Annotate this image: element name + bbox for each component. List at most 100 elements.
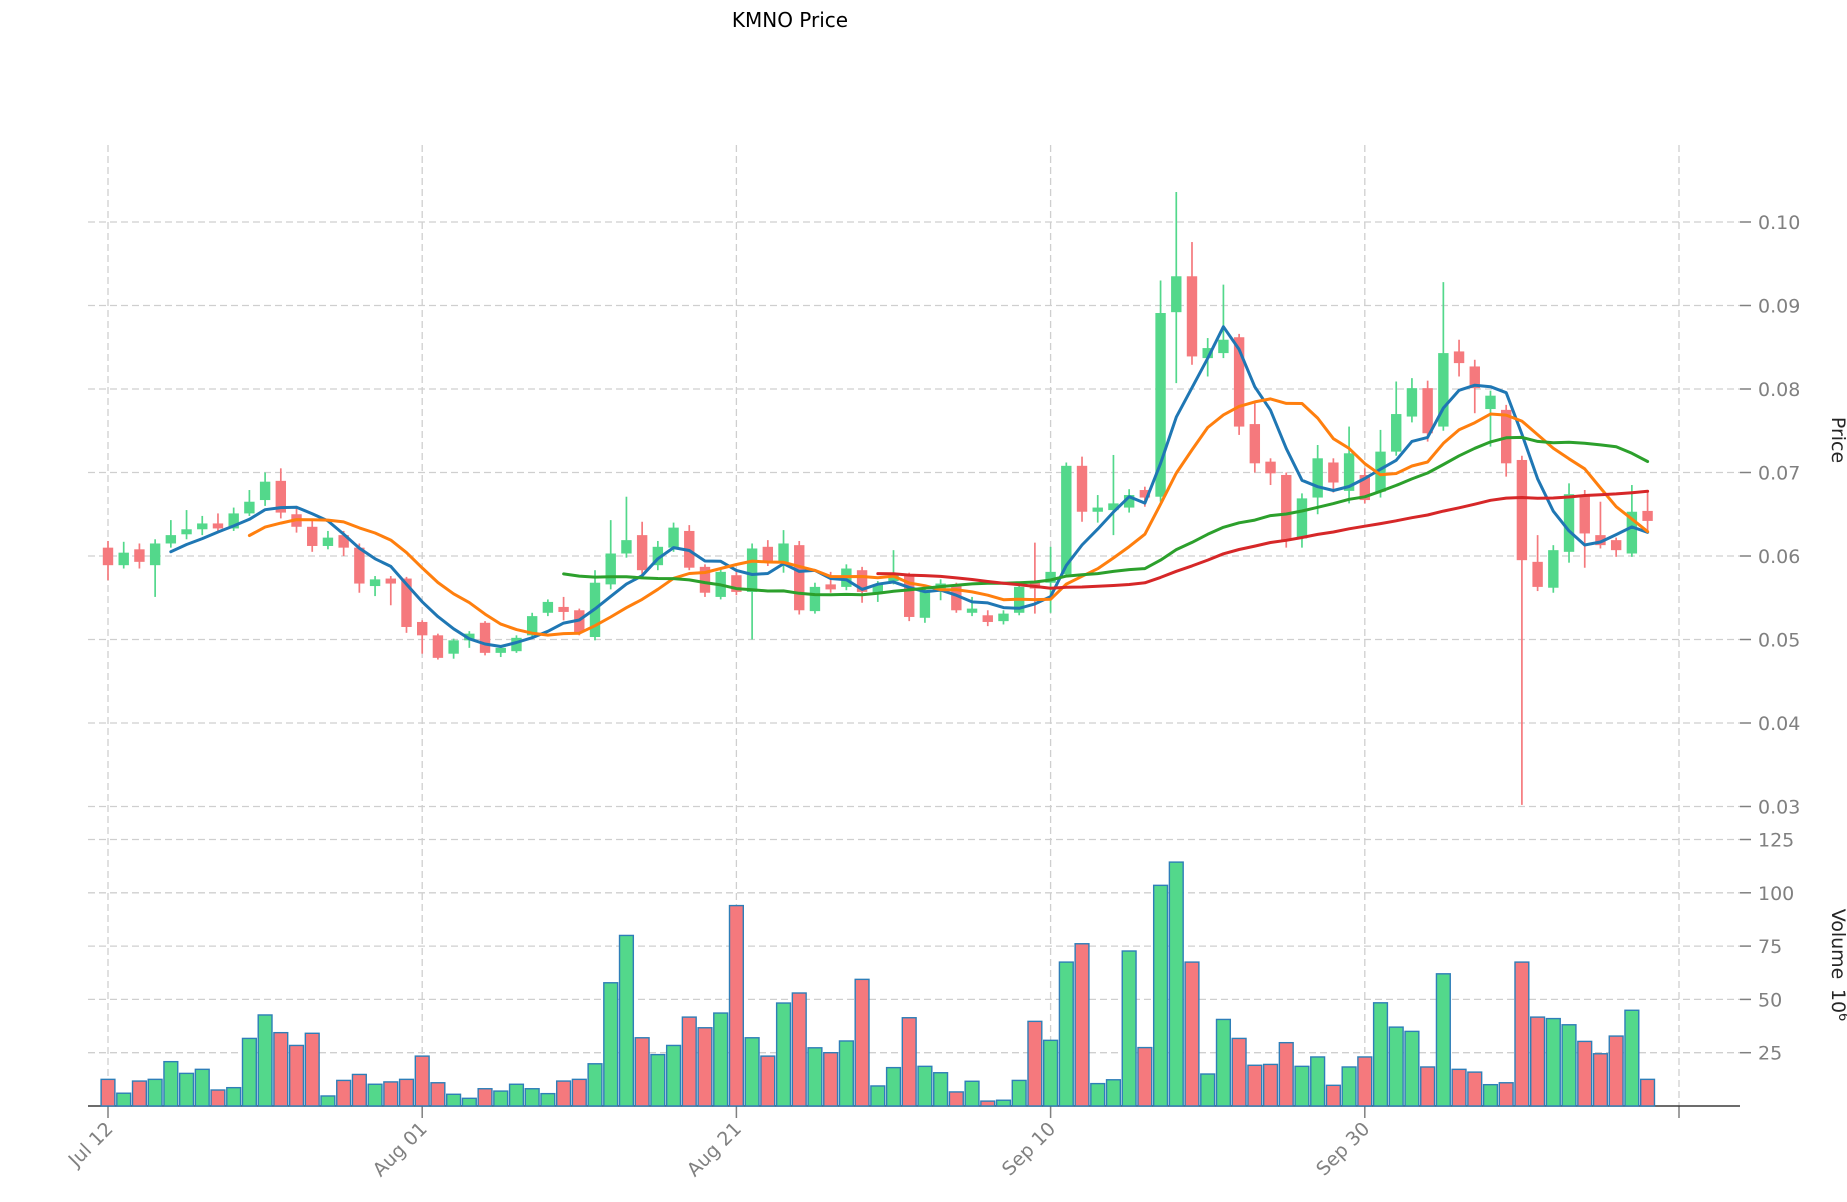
ma50-line — [876, 489, 1650, 590]
candle-body — [228, 513, 239, 529]
candle-body — [495, 647, 506, 653]
candle-body — [778, 543, 789, 563]
volume-bar — [901, 1017, 917, 1107]
candle-body — [1186, 276, 1198, 357]
candle-body — [872, 584, 883, 593]
candle-body — [1139, 490, 1151, 498]
volume-bar — [838, 1040, 854, 1107]
candle-body — [165, 535, 177, 544]
price-axis-title: Price — [1827, 417, 1847, 463]
candle-body — [197, 523, 208, 530]
candle-body — [1532, 561, 1543, 587]
volume-bar — [1608, 1035, 1624, 1107]
volume-bar — [524, 1088, 540, 1107]
volume-tick-label: 50 — [1758, 989, 1782, 1011]
date-tick-label: Jul 12 — [64, 1118, 118, 1172]
volume-bar — [854, 978, 870, 1107]
candle-body — [1155, 313, 1166, 497]
date-tick-label: Sep 30 — [1312, 1118, 1374, 1180]
volume-bar — [461, 1097, 477, 1107]
volume-bar — [116, 1092, 132, 1107]
candle-body — [558, 606, 569, 612]
volume-bar — [1545, 1017, 1561, 1107]
candle-body — [1123, 495, 1135, 508]
candle-body — [1516, 459, 1528, 561]
candle-body — [1548, 550, 1559, 588]
volume-bar — [681, 1016, 697, 1107]
volume-bar — [1451, 1068, 1467, 1107]
candle-body — [448, 640, 459, 654]
volume-bar — [1310, 1056, 1326, 1107]
volume-bar — [1137, 1046, 1153, 1107]
candle-body — [1626, 511, 1638, 554]
volume-bar — [634, 1037, 650, 1107]
candle-body — [856, 570, 868, 592]
candle-body — [1045, 571, 1056, 583]
candle-body — [1610, 540, 1622, 551]
volume-bar — [1357, 1056, 1373, 1107]
price-tick-label: 0.08 — [1758, 379, 1800, 401]
candle-body — [621, 540, 632, 554]
price-tick-label: 0.06 — [1758, 546, 1800, 568]
volume-bar — [1027, 1020, 1043, 1107]
volume-bar — [1105, 1079, 1122, 1107]
candle-body — [1218, 339, 1229, 354]
volume-bar — [493, 1090, 509, 1107]
volume-bar — [995, 1099, 1012, 1107]
volume-bar — [571, 1078, 587, 1107]
volume-bar — [775, 1002, 792, 1107]
candle-body — [605, 553, 616, 585]
volume-bar — [1262, 1063, 1279, 1107]
candle-body — [1343, 453, 1355, 491]
volume-bar — [100, 1078, 116, 1107]
volume-bar — [1168, 861, 1184, 1107]
volume-bar — [1498, 1082, 1514, 1107]
candle-body — [1422, 388, 1433, 434]
price-tick-label: 0.03 — [1758, 797, 1800, 819]
candle-body — [1469, 366, 1480, 389]
volume-bar — [1325, 1084, 1341, 1107]
candle-body — [149, 543, 161, 566]
candle-body — [1171, 276, 1182, 313]
volume-bar — [1278, 1041, 1294, 1107]
volume-bar — [1231, 1037, 1247, 1107]
candle-body — [212, 523, 224, 529]
candle-body — [1563, 494, 1575, 552]
volume-bar — [1152, 884, 1169, 1107]
volume-bar — [1514, 961, 1530, 1107]
volume-bar — [320, 1095, 336, 1107]
candle-body — [1453, 351, 1465, 364]
candle-body — [401, 578, 412, 627]
candle-body — [1249, 424, 1261, 464]
candle-body — [951, 585, 962, 611]
volume-bar — [1577, 1040, 1593, 1107]
volume-bar — [1482, 1083, 1499, 1107]
candle-body — [1359, 475, 1370, 501]
candle-body — [1642, 510, 1653, 521]
candle-body — [1296, 498, 1308, 539]
candle-body — [1092, 507, 1103, 512]
candle-body — [118, 552, 129, 566]
candle-body — [636, 535, 648, 571]
candle-body — [322, 537, 334, 546]
candle-body — [464, 633, 475, 641]
volume-bar — [131, 1080, 148, 1107]
volume-bar — [823, 1051, 839, 1107]
candle-body — [526, 616, 538, 636]
candle-body — [338, 535, 349, 548]
price-tick-label: 0.05 — [1758, 630, 1800, 652]
volume-bar — [1294, 1065, 1310, 1107]
volume-bar — [194, 1068, 210, 1107]
volume-tick-label: 125 — [1758, 830, 1794, 852]
volume-bar — [367, 1083, 383, 1107]
volume-bar — [1200, 1073, 1216, 1107]
chart-title: KMNO Price — [731, 8, 849, 32]
volume-bar — [430, 1082, 446, 1107]
candle-body — [1579, 495, 1590, 534]
volume-bar — [933, 1072, 949, 1107]
volume-bar — [351, 1073, 367, 1107]
candle-body — [542, 601, 554, 613]
volume-bar — [147, 1078, 163, 1107]
volume-bar — [728, 904, 745, 1107]
volume-bar — [1074, 943, 1090, 1107]
